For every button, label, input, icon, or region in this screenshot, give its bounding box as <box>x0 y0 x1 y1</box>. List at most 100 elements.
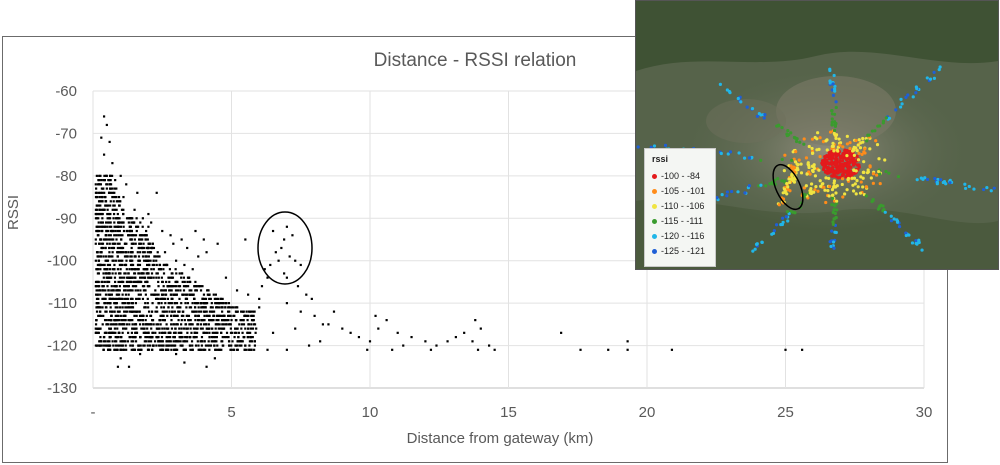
data-point <box>208 331 211 334</box>
data-point <box>140 276 144 279</box>
data-point <box>107 293 110 296</box>
data-point <box>121 331 124 334</box>
data-point <box>217 306 221 309</box>
map-point <box>816 189 820 193</box>
data-point <box>228 344 231 347</box>
data-point <box>108 348 111 351</box>
data-point <box>247 310 251 313</box>
data-point <box>143 327 146 330</box>
data-point <box>235 319 238 322</box>
map-point <box>838 154 842 159</box>
data-point <box>131 285 135 288</box>
data-point <box>240 340 243 343</box>
data-point <box>801 348 804 351</box>
map-point <box>865 139 869 143</box>
data-point <box>175 293 178 296</box>
data-point <box>124 319 127 322</box>
data-point <box>223 335 226 339</box>
map-point <box>833 84 837 88</box>
data-point <box>103 195 106 199</box>
data-point <box>106 208 109 211</box>
data-point <box>102 340 106 343</box>
data-point <box>208 348 211 351</box>
data-point <box>139 335 142 339</box>
data-point <box>207 323 210 326</box>
data-point <box>128 310 132 313</box>
map-point <box>915 242 919 246</box>
data-point <box>216 314 219 317</box>
map-point <box>827 168 831 172</box>
map-point <box>824 158 828 163</box>
data-point <box>200 302 203 305</box>
data-point <box>211 306 214 309</box>
data-point <box>251 327 255 330</box>
data-point <box>114 225 117 228</box>
data-point <box>166 285 169 288</box>
map-point <box>833 157 838 161</box>
data-point <box>178 327 181 330</box>
data-point <box>106 259 110 262</box>
data-point <box>127 217 130 220</box>
data-point <box>142 268 145 271</box>
data-point <box>208 293 211 296</box>
data-point <box>124 293 128 296</box>
map-point <box>786 133 791 137</box>
map-point <box>831 220 835 224</box>
data-point <box>97 217 100 220</box>
data-point <box>222 327 225 330</box>
map-point <box>834 136 838 140</box>
data-point <box>119 234 122 237</box>
map-point <box>838 143 842 147</box>
data-point <box>94 323 98 326</box>
data-point <box>130 268 133 271</box>
data-point <box>105 123 108 127</box>
data-point <box>137 297 140 300</box>
data-point <box>188 289 191 292</box>
map-point <box>884 116 888 120</box>
data-point <box>109 187 112 190</box>
data-point <box>121 344 124 347</box>
data-point <box>141 246 144 250</box>
data-point <box>120 323 123 326</box>
data-point <box>98 183 101 186</box>
data-point <box>454 335 457 339</box>
data-point <box>177 285 180 288</box>
map-point <box>887 171 891 175</box>
data-point <box>111 208 114 211</box>
map-point <box>652 144 657 148</box>
data-point <box>121 234 124 237</box>
data-point <box>243 314 246 317</box>
data-point <box>123 272 126 275</box>
x-tick-label: - <box>91 404 96 421</box>
data-point <box>117 195 121 199</box>
data-point <box>125 255 128 258</box>
map-point <box>831 93 836 97</box>
data-point <box>152 246 156 250</box>
data-point <box>203 310 207 313</box>
data-point <box>108 140 111 144</box>
data-point <box>110 229 113 233</box>
data-point <box>94 183 97 186</box>
data-point <box>155 255 158 258</box>
data-point <box>299 310 302 313</box>
data-point <box>239 340 242 343</box>
data-point <box>149 340 153 343</box>
data-point <box>95 268 98 271</box>
data-point <box>186 246 189 250</box>
data-point <box>94 242 97 245</box>
data-point <box>166 297 169 300</box>
data-point <box>142 276 146 279</box>
data-point <box>200 306 203 309</box>
data-point <box>196 302 200 305</box>
data-point <box>195 285 198 288</box>
data-point <box>136 225 139 228</box>
map-point <box>796 163 800 167</box>
data-point <box>171 276 175 279</box>
data-point <box>238 323 241 326</box>
map-point <box>835 184 839 188</box>
data-point <box>220 319 224 322</box>
data-point <box>101 217 104 220</box>
data-point <box>155 306 158 309</box>
data-point <box>144 306 147 309</box>
data-point <box>252 314 255 317</box>
